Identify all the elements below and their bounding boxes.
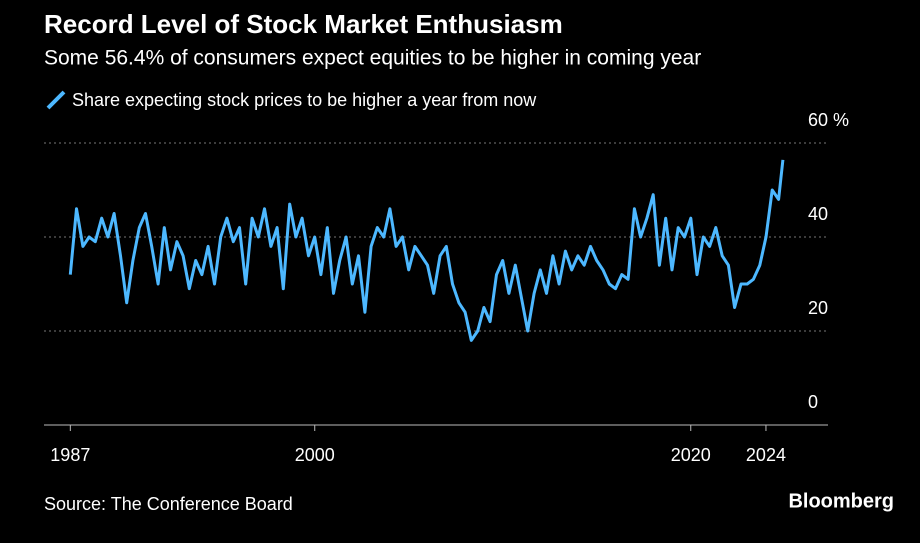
source: Source: The Conference Board [44, 494, 293, 514]
brand: Bloomberg [788, 490, 894, 512]
chart-subtitle: Some 56.4% of consumers expect equities … [44, 47, 701, 70]
chart-title: Record Level of Stock Market Enthusiasm [44, 9, 563, 39]
legend-label: Share expecting stock prices to be highe… [72, 90, 537, 110]
y-tick-label: 40 [808, 204, 828, 224]
y-tick-label: 20 [808, 298, 828, 318]
legend-swatch [46, 90, 66, 110]
y-tick-label: 0 [808, 392, 818, 412]
series-line [68, 159, 785, 342]
x-tick-label: 2000 [295, 445, 335, 465]
y-tick-label: 60 % [808, 110, 849, 130]
x-tick-label: 2020 [671, 445, 711, 465]
x-tick-label: 1987 [50, 445, 90, 465]
x-tick-label: 2024 [746, 445, 786, 465]
